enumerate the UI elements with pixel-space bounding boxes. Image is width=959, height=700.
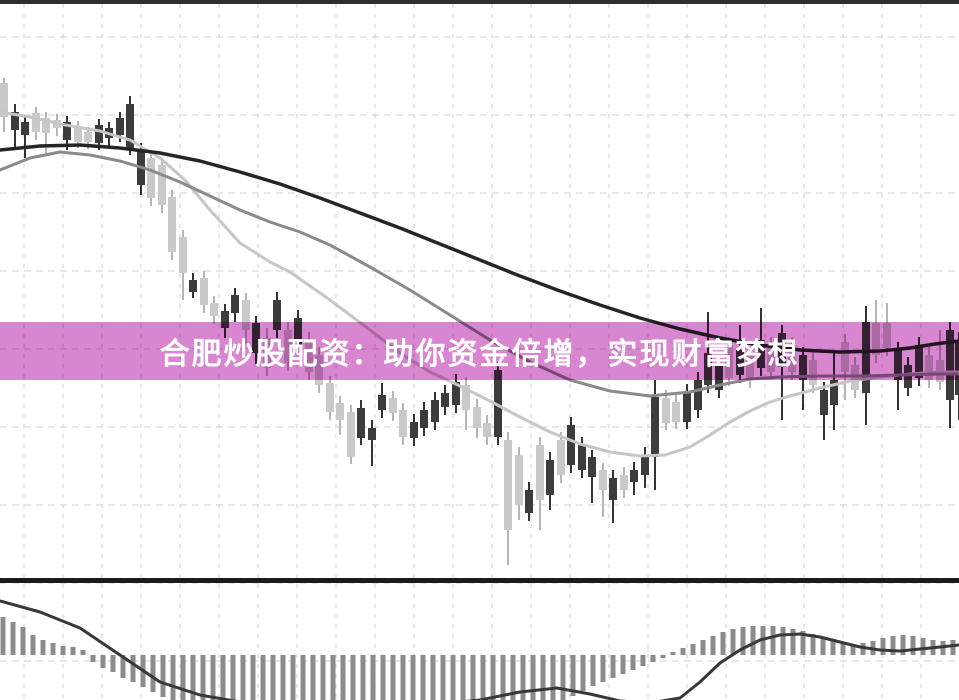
promo-banner-text: 合肥炒股配资：助你资金倍增，实现财富梦想 [159, 338, 800, 371]
panel-separator-line [0, 578, 959, 583]
top-border-bar [0, 0, 959, 4]
promo-banner [0, 322, 959, 380]
macd-histogram-layer [0, 599, 959, 700]
